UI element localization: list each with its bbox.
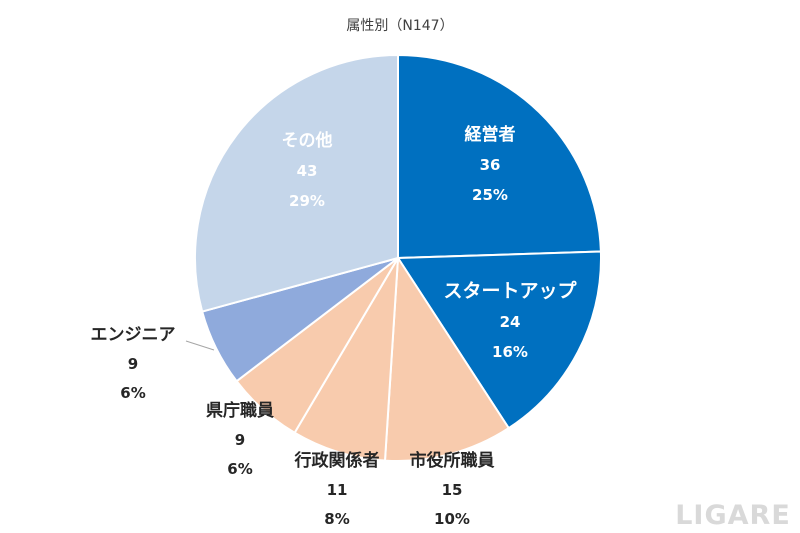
slice-label-engineer-count: 9 [128, 355, 138, 373]
slice-label-startup-percent: 16% [492, 343, 528, 361]
slice-label-city-staff-count: 15 [442, 481, 463, 499]
slice-label-other-name: その他 [282, 130, 333, 151]
pie-slice-startup [397, 250, 602, 430]
leader-line-engineer [185, 340, 215, 351]
slice-label-startup-name: スタートアップ [443, 279, 577, 302]
slice-label-other-percent: 29% [289, 192, 325, 210]
pie-slice-manager [397, 54, 602, 259]
slice-label-engineer-percent: 6% [120, 384, 145, 402]
slice-label-startup-count: 24 [500, 313, 521, 331]
slice-label-manager-name: 経営者 [465, 124, 516, 145]
slice-label-manager-count: 36 [480, 156, 501, 174]
slice-label-city-staff-name: 市役所職員 [410, 450, 495, 471]
slice-label-gov-related-count: 11 [327, 481, 348, 499]
pie-slice-city-staff [383, 257, 510, 462]
slice-label-pref-staff-name: 県庁職員 [206, 400, 274, 421]
pie-slice-other [194, 54, 399, 313]
slice-label-manager-percent: 25% [472, 186, 508, 204]
slice-labels: 経営者 36 25% スタートアップ 24 16% 市役所職員 15 10% 行政関係者 11 8% 県… [91, 124, 578, 528]
slice-label-other-count: 43 [297, 162, 318, 180]
slice-label-city-staff-percent: 10% [434, 510, 470, 528]
chart-title: 属性別（N147） [346, 18, 453, 34]
slice-label-pref-staff-percent: 6% [227, 460, 252, 478]
pie-slices [194, 54, 602, 462]
slice-label-gov-related-name: 行政関係者 [294, 450, 380, 471]
slice-label-engineer-name: エンジニア [91, 325, 176, 345]
slice-label-gov-related-percent: 8% [324, 510, 349, 528]
pie-slice-gov-related [293, 257, 399, 462]
ligare-watermark: LIGARE [675, 500, 791, 531]
slice-label-pref-staff-count: 9 [235, 431, 245, 449]
